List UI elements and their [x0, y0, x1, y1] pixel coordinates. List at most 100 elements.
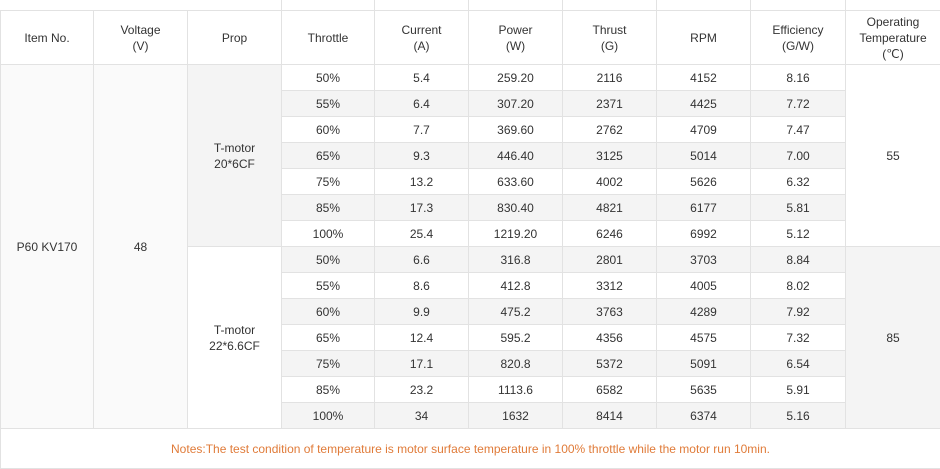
data-row: 100% 25.4 1219.20 6246 6992 5.12 [1, 220, 940, 247]
value-cell: 5.81 [750, 194, 846, 221]
value-cell: 65% [281, 324, 375, 351]
value-cell: 4152 [656, 64, 751, 91]
value-cell: 7.00 [750, 142, 846, 169]
value-cell: 65% [281, 142, 375, 169]
cell-line: RPM [690, 30, 717, 45]
value-cell: 6992 [656, 220, 751, 247]
cell-line: Voltage [120, 22, 161, 37]
value-cell: 6.4 [374, 90, 469, 117]
value-cell: 6246 [562, 220, 657, 247]
value-cell: 1219.20 [468, 220, 563, 247]
cell-line: (G) [600, 38, 619, 53]
voltage-cell: 48 [93, 64, 188, 429]
item-cell: P60 KV170 [0, 64, 94, 429]
cell-line: Throttle [307, 30, 349, 45]
value-cell: 5014 [656, 142, 751, 169]
data-row: P60 KV170 48 T-motor 20*6CF 50% 5.4 259.20 2116… [0, 64, 940, 429]
value-cell: 369.60 [468, 116, 563, 143]
value-cell: 446.40 [468, 142, 563, 169]
value-cell: 2762 [562, 116, 657, 143]
value-cell: 2116 [562, 64, 657, 91]
value-cell: 8.84 [750, 246, 846, 273]
value-cell: 830.40 [468, 194, 563, 221]
value-cell: 4002 [562, 168, 657, 195]
value-cell: 3763 [562, 298, 657, 325]
cell-line: Thrust [592, 22, 627, 37]
notes-row: Notes:The test condition of temperature … [0, 428, 940, 469]
value-cell: 4821 [562, 194, 657, 221]
value-cell: 2371 [562, 90, 657, 117]
value-cell: 316.8 [468, 246, 563, 273]
value-cell: 60% [281, 298, 375, 325]
value-cell: 7.7 [374, 116, 469, 143]
header-cell: Thrust (G) [562, 10, 657, 65]
notes-cell: Notes:The test condition of temperature … [0, 428, 940, 469]
cell-line: Operating [866, 14, 920, 29]
value-cell: 6582 [562, 376, 657, 403]
value-cell: 5.91 [750, 376, 846, 403]
value-cell: 6.6 [374, 246, 469, 273]
value-cell: 5626 [656, 168, 751, 195]
value-cell: 2801 [562, 246, 657, 273]
cell-line: (G/W) [782, 38, 814, 53]
value-cell: 1632 [468, 402, 563, 429]
header-cell: Throttle [281, 10, 375, 65]
header-cell: Efficiency (G/W) [750, 10, 846, 65]
header-cell: Item No. [0, 10, 94, 65]
cell-line: Current [401, 22, 442, 37]
value-cell: 5.4 [374, 64, 469, 91]
header-cell: RPM [656, 10, 751, 65]
value-cell: 8414 [562, 402, 657, 429]
cell-line: T-motor [213, 322, 256, 337]
data-row: 75% 17.1 820.8 5372 5091 6.54 [1, 350, 940, 377]
value-cell: 7.32 [750, 324, 846, 351]
cell-line: Prop [221, 30, 248, 45]
value-cell: 17.1 [374, 350, 469, 377]
header-cell: Power (W) [468, 10, 563, 65]
value-cell: 5.12 [750, 220, 846, 247]
data-row: 60% 7.7 369.60 2762 4709 7.47 [1, 116, 940, 143]
cell-line: (A) [413, 38, 430, 53]
value-cell: 50% [281, 246, 375, 273]
data-row: 100% 34 1632 8414 6374 5.16 [1, 402, 940, 429]
data-row: 65% 9.3 446.40 3125 5014 7.00 [1, 142, 940, 169]
value-cell: 100% [281, 220, 375, 247]
value-cell: 9.3 [374, 142, 469, 169]
value-cell: 9.9 [374, 298, 469, 325]
header-cell: Current (A) [374, 10, 469, 65]
temperature-cell: 55 [845, 64, 940, 247]
value-cell: 4425 [656, 90, 751, 117]
value-cell: 8.6 [374, 272, 469, 299]
data-row: 65% 12.4 595.2 4356 4575 7.32 [1, 324, 940, 351]
value-cell: 4709 [656, 116, 751, 143]
value-cell: 23.2 [374, 376, 469, 403]
data-row: 75% 13.2 633.60 4002 5626 6.32 [1, 168, 940, 195]
value-cell: 4575 [656, 324, 751, 351]
prop-cell: T-motor 22*6.6CF [187, 246, 282, 429]
data-row: 85% 17.3 830.40 4821 6177 5.81 [1, 194, 940, 221]
header-row: Item No. Voltage (V) Prop Throttle Current (A)… [0, 10, 940, 65]
value-cell: 820.8 [468, 350, 563, 377]
value-cell: 85% [281, 376, 375, 403]
data-row: 60% 9.9 475.2 3763 4289 7.92 [1, 298, 940, 325]
cell-line: (V) [132, 38, 149, 53]
value-cell: 12.4 [374, 324, 469, 351]
value-cell: 633.60 [468, 168, 563, 195]
value-cell: 4289 [656, 298, 751, 325]
value-cell: 6.32 [750, 168, 846, 195]
cell-line: T-motor [213, 140, 256, 155]
temperature-cell: 85 [845, 246, 940, 429]
value-cell: 34 [374, 402, 469, 429]
value-cell: 307.20 [468, 90, 563, 117]
cell-line: Temperature [859, 30, 927, 45]
cell-line: (℃) [882, 46, 904, 61]
prop-cell: T-motor 20*6CF [187, 64, 282, 247]
data-row: 85% 23.2 1113.6 6582 5635 5.91 [1, 376, 940, 403]
value-cell: 7.92 [750, 298, 846, 325]
value-cell: 17.3 [374, 194, 469, 221]
value-cell: 55% [281, 90, 375, 117]
value-cell: 5635 [656, 376, 751, 403]
value-cell: 1113.6 [468, 376, 563, 403]
value-cell: 4356 [562, 324, 657, 351]
